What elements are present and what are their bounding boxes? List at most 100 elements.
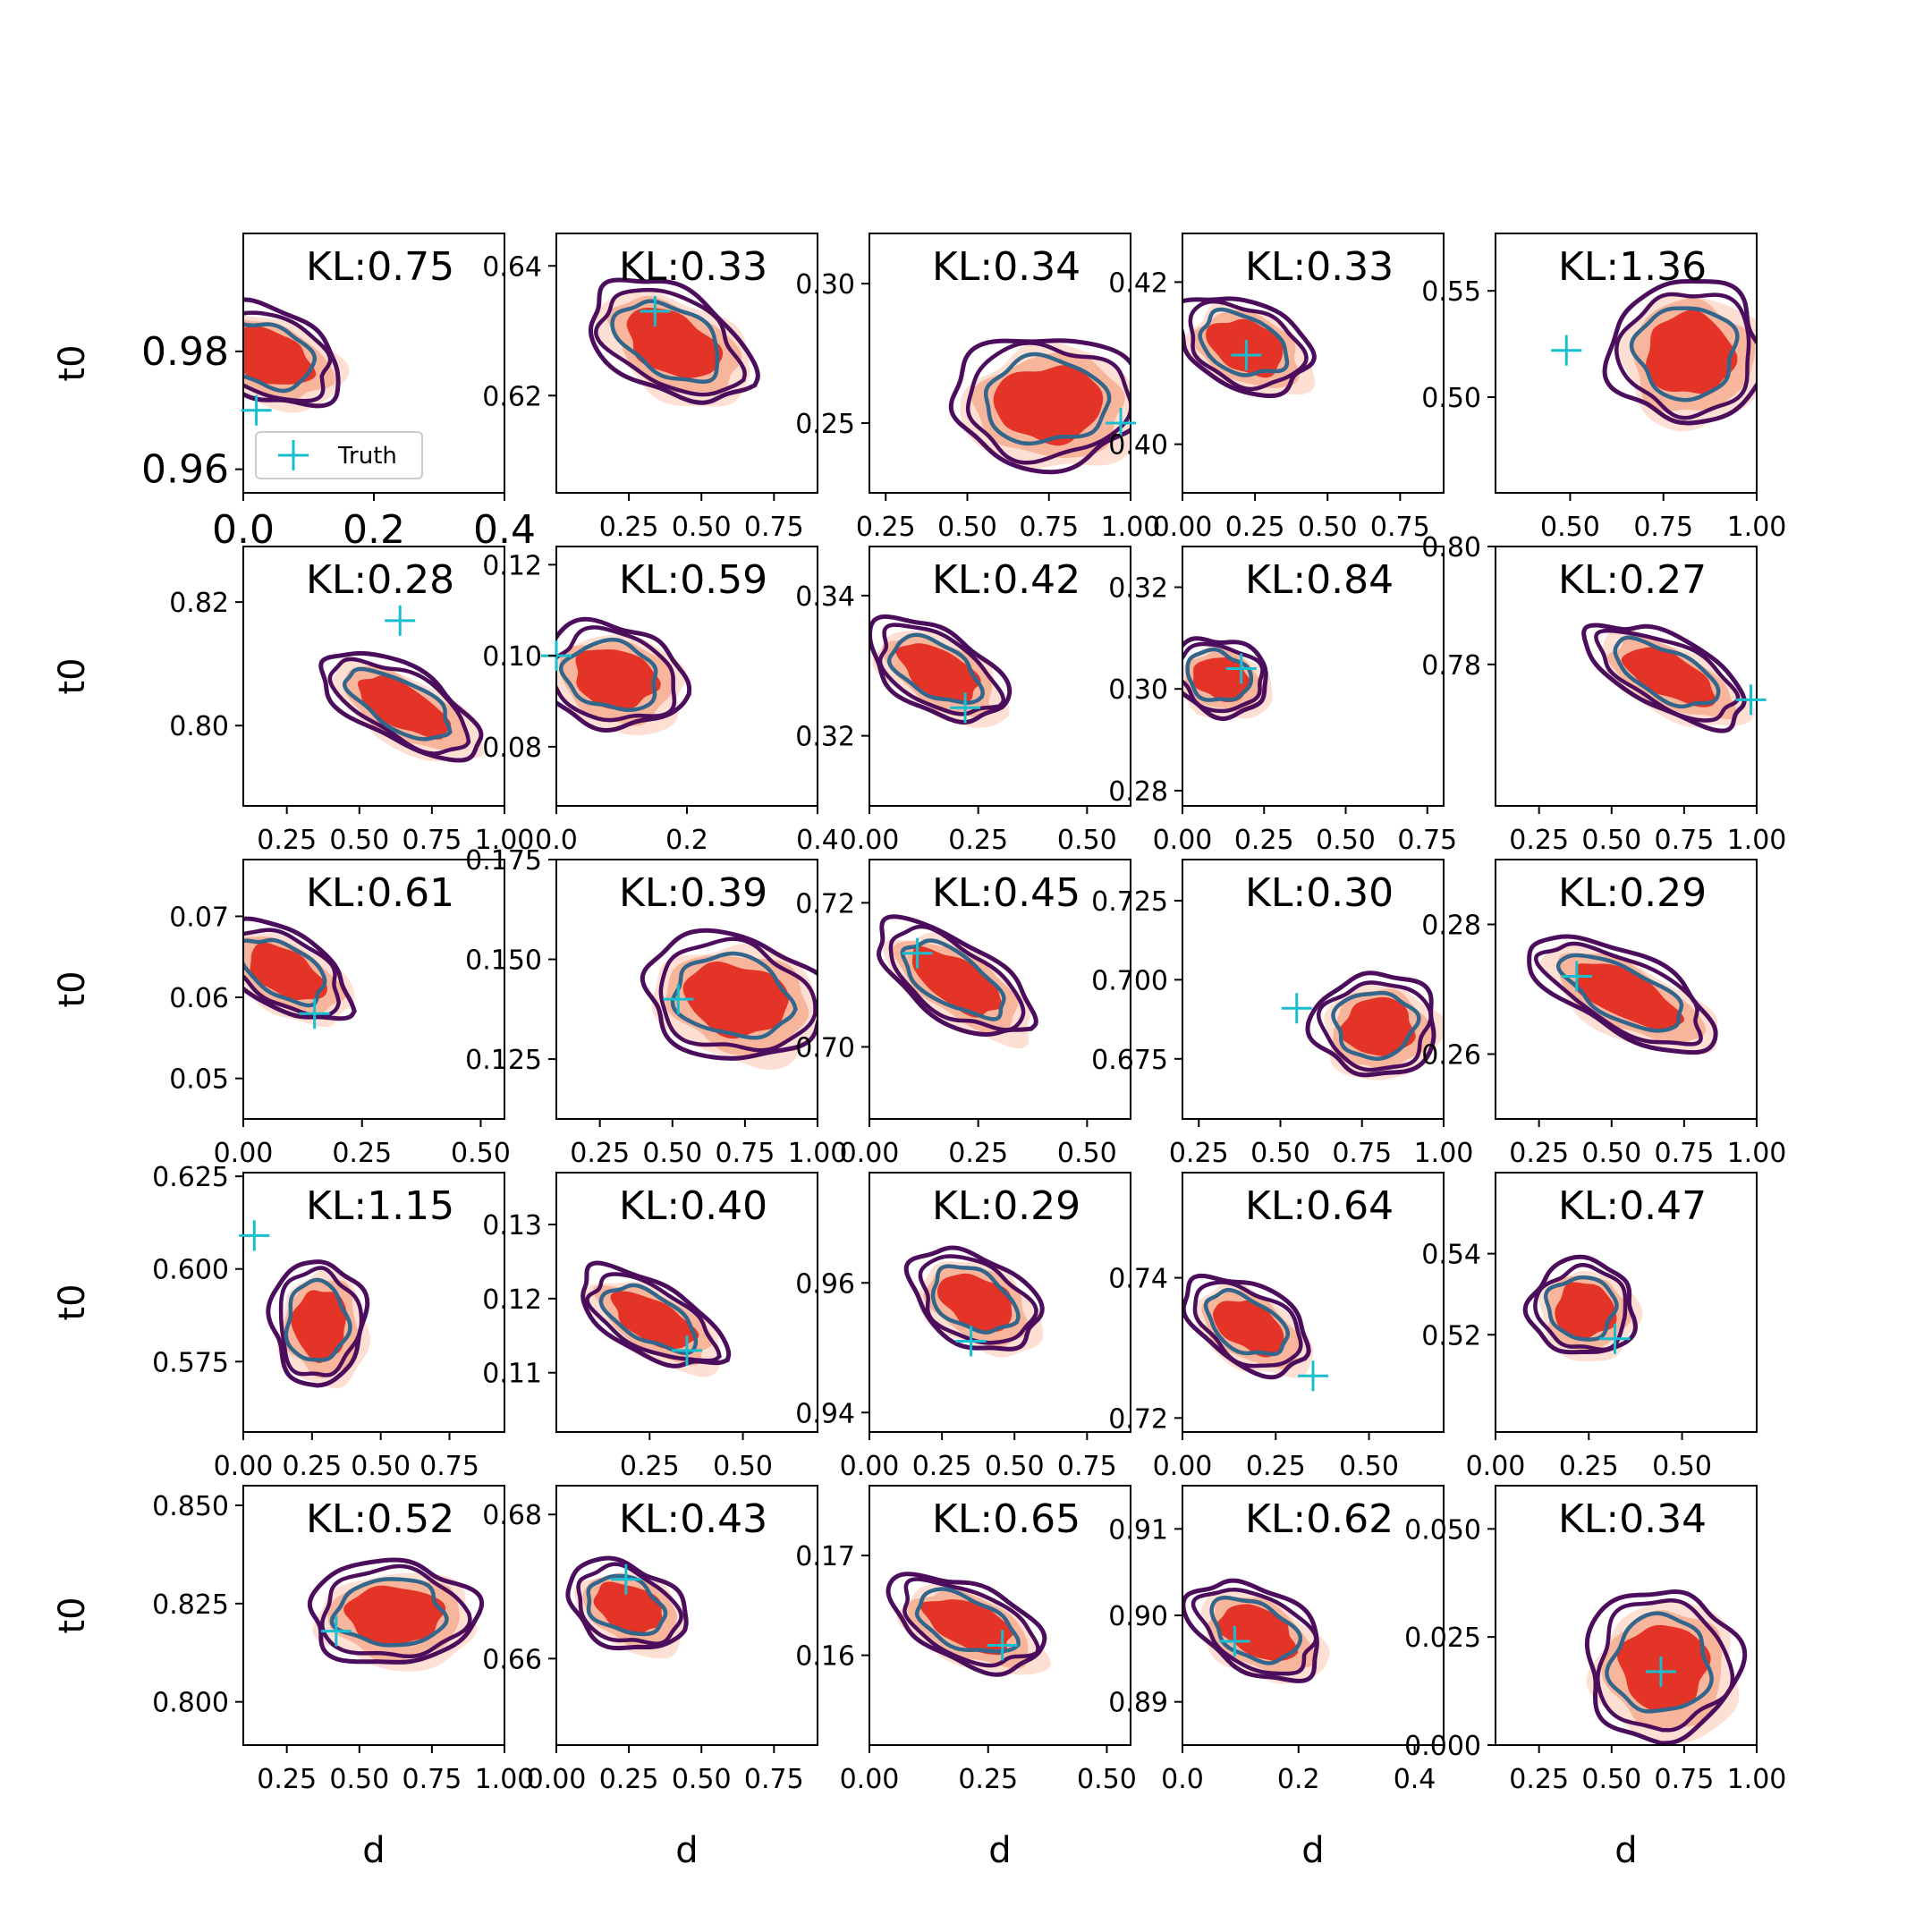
density-level-core <box>593 1581 663 1636</box>
kl-annotation: KL:1.15 <box>306 1183 454 1229</box>
x-tick-label: 0.25 <box>1509 1764 1569 1795</box>
y-tick-label: 0.13 <box>482 1210 542 1241</box>
kl-annotation: KL:0.45 <box>932 870 1080 916</box>
contour-middle <box>594 287 747 397</box>
x-tick-label: 0.50 <box>1077 1764 1137 1795</box>
x-tick-label: 0.00 <box>840 1451 900 1482</box>
x-tick-label: 0.25 <box>1246 1451 1306 1482</box>
kl-annotation: KL:0.33 <box>619 244 767 290</box>
plot-area <box>1581 623 1755 733</box>
x-tick-label: 0.50 <box>985 1451 1045 1482</box>
kl-annotation: KL:0.65 <box>932 1496 1080 1542</box>
axes-frame <box>869 859 1131 1120</box>
contour-outer <box>243 916 357 1021</box>
contour-outer <box>266 1259 370 1388</box>
contour-middle <box>1533 941 1703 1046</box>
plot-area <box>266 1259 371 1389</box>
y-tick-label: 0.34 <box>795 581 855 613</box>
contour-inner <box>284 1277 352 1362</box>
x-tick-label: 0.25 <box>948 825 1008 856</box>
truth-marker <box>1219 1626 1250 1657</box>
axes-frame <box>869 546 1131 807</box>
y-tick-label: 0.90 <box>1108 1601 1168 1632</box>
contour-middle <box>1533 1262 1628 1352</box>
axes-frame <box>869 1172 1131 1433</box>
subplot-8: 0.00 0.25 0.50 0.32 0.34 KL:0.42 <box>795 546 1131 856</box>
truth-marker <box>239 1220 270 1251</box>
x-axis-label: d <box>1301 1830 1324 1871</box>
contour-outer <box>556 616 692 733</box>
subplot-5: 0.50 0.75 1.00 0.50 0.55 KL:1.36 <box>1421 233 1786 543</box>
plot-area <box>1305 970 1444 1080</box>
density-level-core <box>993 365 1104 446</box>
x-tick-label: 0.50 <box>1581 1138 1641 1169</box>
x-tick-label: 0.25 <box>599 1764 659 1795</box>
y-tick-label: 0.94 <box>795 1398 855 1429</box>
x-tick-label: 0.00 <box>1466 1451 1526 1482</box>
axes-frame <box>1182 233 1445 494</box>
y-tick-label: 0.07 <box>169 902 229 933</box>
x-tick-label: 0.25 <box>912 1451 972 1482</box>
y-axis-label: t0 <box>52 657 93 694</box>
contour-middle <box>1182 641 1265 714</box>
x-axis-label: d <box>675 1830 698 1871</box>
plot-area <box>903 1245 1045 1358</box>
y-tick-label: 0.000 <box>1404 1731 1481 1762</box>
x-tick-label: 0.50 <box>1339 1451 1399 1482</box>
plot-area <box>1182 1578 1330 1684</box>
plot-area <box>948 338 1131 475</box>
x-tick-label: 0.00 <box>1153 1451 1213 1482</box>
x-tick-label: 0.75 <box>1654 1764 1714 1795</box>
truth-marker <box>1298 1360 1328 1392</box>
contour-inner <box>930 1264 1021 1335</box>
y-axis-label: t0 <box>52 1597 93 1633</box>
y-tick-label: 0.72 <box>1108 1403 1168 1435</box>
y-tick-label: 0.74 <box>1108 1264 1168 1295</box>
kl-annotation: KL:0.47 <box>1558 1183 1707 1229</box>
truth-marker <box>1561 961 1592 992</box>
x-tick-label: 0.50 <box>351 1451 411 1482</box>
contour-middle <box>965 341 1131 465</box>
axes-frame <box>242 546 505 807</box>
axes-frame <box>869 1485 1131 1746</box>
x-tick-label: 0.50 <box>1298 512 1358 543</box>
contour-middle <box>658 936 818 1053</box>
legend-label: Truth <box>337 443 397 470</box>
subplot-12: 0.25 0.50 0.75 1.00 0.125 0.150 0.175 KL:0.39 <box>465 845 847 1169</box>
contour-inner <box>983 352 1112 446</box>
plot-area <box>307 1557 485 1672</box>
x-tick-label: 0.50 <box>1057 1138 1117 1169</box>
density-level-core <box>936 1273 1013 1332</box>
x-tick-label: 0.75 <box>402 825 462 856</box>
axes-frame <box>1182 859 1445 1120</box>
contour-outer <box>1581 623 1747 733</box>
x-tick-label: 0.00 <box>214 1451 274 1482</box>
y-tick-label: 0.05 <box>169 1064 229 1096</box>
x-tick-label: 0.75 <box>1654 825 1714 856</box>
x-tick-label: 0.2 <box>1277 1764 1320 1795</box>
y-tick-label: 0.28 <box>1108 776 1168 808</box>
contour-inner <box>1543 1275 1619 1342</box>
x-tick-label: 0.00 <box>1153 512 1213 543</box>
density-level-core <box>1574 963 1685 1031</box>
kl-annotation: KL:0.29 <box>932 1183 1080 1229</box>
contour-middle <box>888 924 1026 1032</box>
x-tick-label: 0.0 <box>1161 1764 1204 1795</box>
contour-outer <box>1527 934 1718 1055</box>
contour-middle <box>576 1562 683 1646</box>
density-level-core <box>1555 1282 1617 1339</box>
x-tick-label: 0.25 <box>1169 1138 1229 1169</box>
contour-inner <box>1555 953 1684 1033</box>
x-tick-label: 0.00 <box>840 825 900 856</box>
x-tick-label: 1.00 <box>788 1138 848 1169</box>
x-axis-label: d <box>362 1830 385 1871</box>
x-tick-label: 0.25 <box>948 1138 1008 1169</box>
density-level-core <box>919 1599 1013 1656</box>
y-tick-label: 0.825 <box>152 1589 229 1621</box>
y-tick-label: 0.82 <box>169 588 229 619</box>
subplot-1: 0.0 0.2 0.4 0.96 0.98 KL:0.75 t0 Truth <box>52 233 536 553</box>
plot-area <box>243 916 357 1028</box>
kl-annotation: KL:0.27 <box>1558 557 1707 603</box>
subplot-15: 0.25 0.50 0.75 1.00 0.26 0.28 KL:0.29 <box>1421 859 1786 1169</box>
y-tick-label: 0.40 <box>1108 430 1168 462</box>
